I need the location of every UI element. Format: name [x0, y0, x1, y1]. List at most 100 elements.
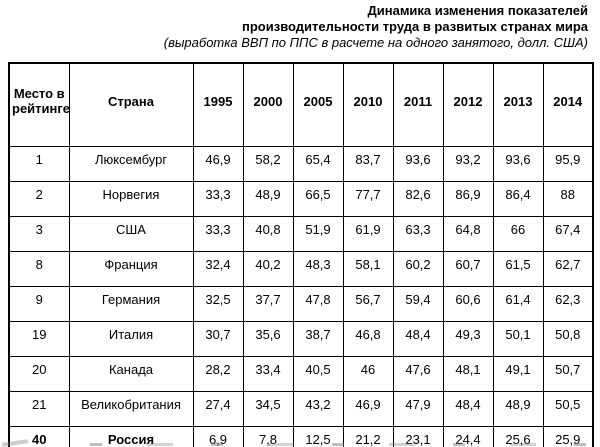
value-cell: 28,2: [192, 356, 244, 392]
rank-cell: 40: [8, 426, 70, 447]
title-line-2: производительности труда в развитых стра…: [242, 19, 588, 34]
value-cell: 48,9: [492, 391, 544, 427]
value-cell: 25,6: [492, 426, 544, 447]
value-cell: 50,1: [492, 321, 544, 357]
value-cell: 46,8: [342, 321, 394, 357]
value-cell: 63,3: [392, 216, 444, 252]
header-rank: Место в рейтинге: [8, 62, 70, 147]
value-cell: 46,9: [192, 146, 244, 182]
country-cell: Германия: [68, 286, 194, 322]
value-cell: 47,9: [392, 391, 444, 427]
header-year-2013: 2013: [492, 62, 544, 147]
header-year-1995: 1995: [192, 62, 244, 147]
value-cell: 50,5: [542, 391, 594, 427]
value-cell: 46,9: [342, 391, 394, 427]
value-cell: 40,8: [242, 216, 294, 252]
value-cell: 95,9: [542, 146, 594, 182]
title-line-1: Динамика изменения показателей: [367, 3, 588, 18]
rank-cell: 21: [8, 391, 70, 427]
value-cell: 12,5: [292, 426, 344, 447]
value-cell: 40,5: [292, 356, 344, 392]
rank-cell: 2: [8, 181, 70, 217]
table-row: 9 Германия 32,5 37,7 47,8 56,7 59,4 60,6…: [8, 286, 594, 322]
value-cell: 49,3: [442, 321, 494, 357]
value-cell: 56,7: [342, 286, 394, 322]
value-cell: 62,7: [542, 251, 594, 287]
country-cell: Норвегия: [68, 181, 194, 217]
value-cell: 6,9: [192, 426, 244, 447]
productivity-table: Место в рейтинге Страна 1995 2000 2005 2…: [8, 62, 594, 447]
header-year-2000: 2000: [242, 62, 294, 147]
cropped-footnote-artifact: [90, 443, 590, 446]
header-country: Страна: [68, 62, 194, 147]
header-year-2012: 2012: [442, 62, 494, 147]
country-cell: США: [68, 216, 194, 252]
value-cell: 47,6: [392, 356, 444, 392]
value-cell: 33,3: [192, 216, 244, 252]
value-cell: 58,1: [342, 251, 394, 287]
value-cell: 47,8: [292, 286, 344, 322]
value-cell: 32,5: [192, 286, 244, 322]
value-cell: 60,6: [442, 286, 494, 322]
country-cell: Канада: [68, 356, 194, 392]
rank-cell: 1: [8, 146, 70, 182]
value-cell: 48,9: [242, 181, 294, 217]
rank-cell: 8: [8, 251, 70, 287]
value-cell: 66,5: [292, 181, 344, 217]
value-cell: 93,2: [442, 146, 494, 182]
value-cell: 62,3: [542, 286, 594, 322]
table-row: 40 Россия 6,9 7,8 12,5 21,2 23,1 24,4 25…: [8, 426, 594, 447]
value-cell: 30,7: [192, 321, 244, 357]
value-cell: 86,9: [442, 181, 494, 217]
table-row: 19 Италия 30,7 35,6 38,7 46,8 48,4 49,3 …: [8, 321, 594, 357]
value-cell: 65,4: [292, 146, 344, 182]
value-cell: 46: [342, 356, 394, 392]
value-cell: 33,4: [242, 356, 294, 392]
value-cell: 83,7: [342, 146, 394, 182]
value-cell: 82,6: [392, 181, 444, 217]
value-cell: 43,2: [292, 391, 344, 427]
value-cell: 77,7: [342, 181, 394, 217]
country-cell: Великобритания: [68, 391, 194, 427]
value-cell: 33,3: [192, 181, 244, 217]
value-cell: 35,6: [242, 321, 294, 357]
value-cell: 93,6: [492, 146, 544, 182]
value-cell: 61,5: [492, 251, 544, 287]
value-cell: 48,1: [442, 356, 494, 392]
rank-cell: 20: [8, 356, 70, 392]
header-year-2005: 2005: [292, 62, 344, 147]
value-cell: 37,7: [242, 286, 294, 322]
rank-cell: 3: [8, 216, 70, 252]
value-cell: 24,4: [442, 426, 494, 447]
value-cell: 38,7: [292, 321, 344, 357]
table-row: 1 Люксембург 46,9 58,2 65,4 83,7 93,6 93…: [8, 146, 594, 182]
value-cell: 61,4: [492, 286, 544, 322]
header-year-2011: 2011: [392, 62, 444, 147]
table-row: 2 Норвегия 33,3 48,9 66,5 77,7 82,6 86,9…: [8, 181, 594, 217]
header-year-2014: 2014: [542, 62, 594, 147]
value-cell: 48,3: [292, 251, 344, 287]
header-row: Место в рейтинге Страна 1995 2000 2005 2…: [8, 62, 594, 147]
value-cell: 50,7: [542, 356, 594, 392]
rank-cell: 9: [8, 286, 70, 322]
value-cell: 60,2: [392, 251, 444, 287]
value-cell: 88: [542, 181, 594, 217]
table-title: Динамика изменения показателей производи…: [0, 3, 588, 51]
value-cell: 25,9: [542, 426, 594, 447]
value-cell: 27,4: [192, 391, 244, 427]
value-cell: 93,6: [392, 146, 444, 182]
value-cell: 49,1: [492, 356, 544, 392]
title-subtitle: (выработка ВВП по ППС в расчете на одног…: [163, 35, 588, 50]
table-row: 21 Великобритания 27,4 34,5 43,2 46,9 47…: [8, 391, 594, 427]
country-cell: Россия: [68, 426, 194, 447]
country-cell: Франция: [68, 251, 194, 287]
rank-cell: 19: [8, 321, 70, 357]
value-cell: 66: [492, 216, 544, 252]
value-cell: 48,4: [392, 321, 444, 357]
value-cell: 61,9: [342, 216, 394, 252]
table-row: 8 Франция 32,4 40,2 48,3 58,1 60,2 60,7 …: [8, 251, 594, 287]
value-cell: 34,5: [242, 391, 294, 427]
value-cell: 58,2: [242, 146, 294, 182]
country-cell: Италия: [68, 321, 194, 357]
